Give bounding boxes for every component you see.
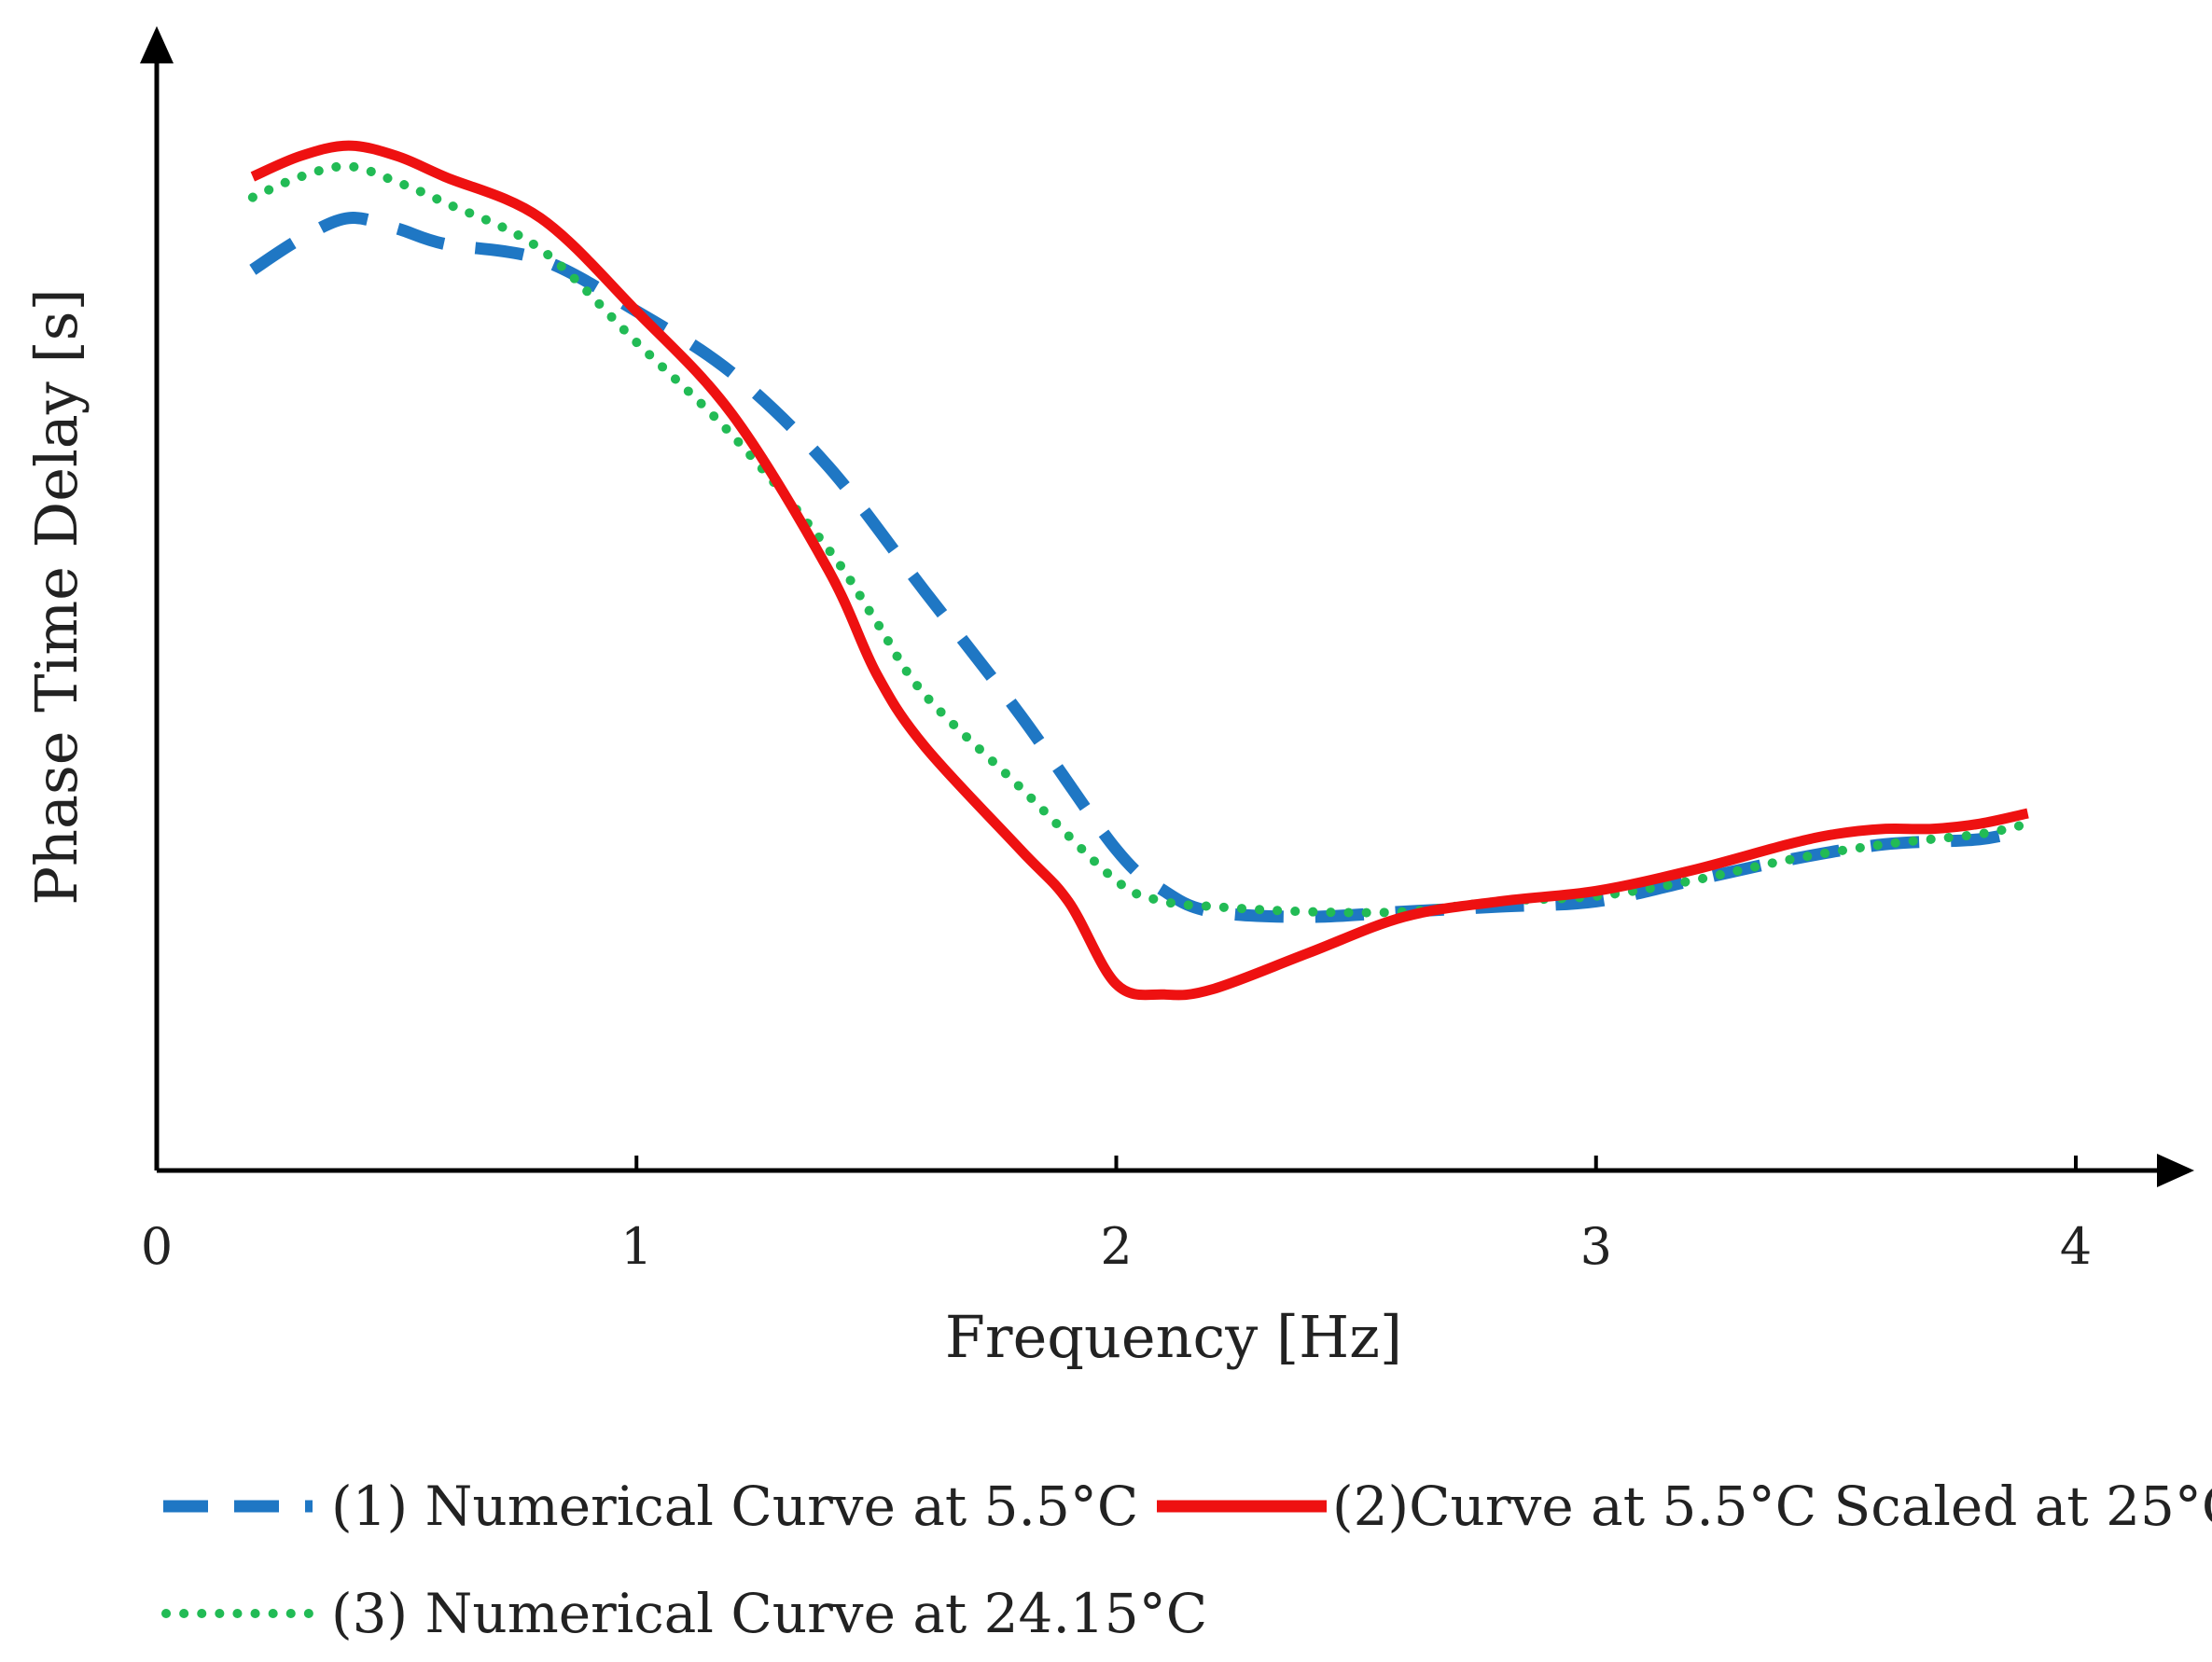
legend-label-series-3: (3) Numerical Curve at 24.15°C xyxy=(331,1582,1207,1645)
legend: (1) Numerical Curve at 5.5°C (2)Curve at… xyxy=(161,1475,2212,1645)
legend-label-series-2: (2)Curve at 5.5°C Scaled at 25°C xyxy=(1332,1475,2212,1538)
legend-item-series-2: (2)Curve at 5.5°C Scaled at 25°C xyxy=(1157,1475,2212,1538)
series-line-3 xyxy=(247,161,2033,918)
x-tick-label: 2 xyxy=(1100,1217,1132,1276)
x-tick-label: 3 xyxy=(1580,1217,1612,1276)
legend-item-series-3: (3) Numerical Curve at 24.15°C xyxy=(161,1582,1207,1645)
y-axis-arrow xyxy=(140,26,174,63)
x-axis-title: Frequency [Hz] xyxy=(945,1303,1402,1371)
legend-label-series-1: (1) Numerical Curve at 5.5°C xyxy=(331,1475,1138,1538)
x-tick-label: 4 xyxy=(2060,1217,2092,1276)
series-line-2 xyxy=(250,140,2029,1001)
y-axis-title: Phase Time Delay [s] xyxy=(22,288,90,905)
x-axis-arrow xyxy=(2157,1154,2194,1187)
x-ticks: 0 1 2 3 4 xyxy=(141,1156,2092,1276)
legend-item-series-1: (1) Numerical Curve at 5.5°C xyxy=(163,1475,1138,1538)
x-tick-label: 0 xyxy=(141,1217,173,1276)
series-layer xyxy=(247,140,2033,1001)
x-tick-label: 1 xyxy=(620,1217,652,1276)
series-line-1 xyxy=(249,212,2030,923)
